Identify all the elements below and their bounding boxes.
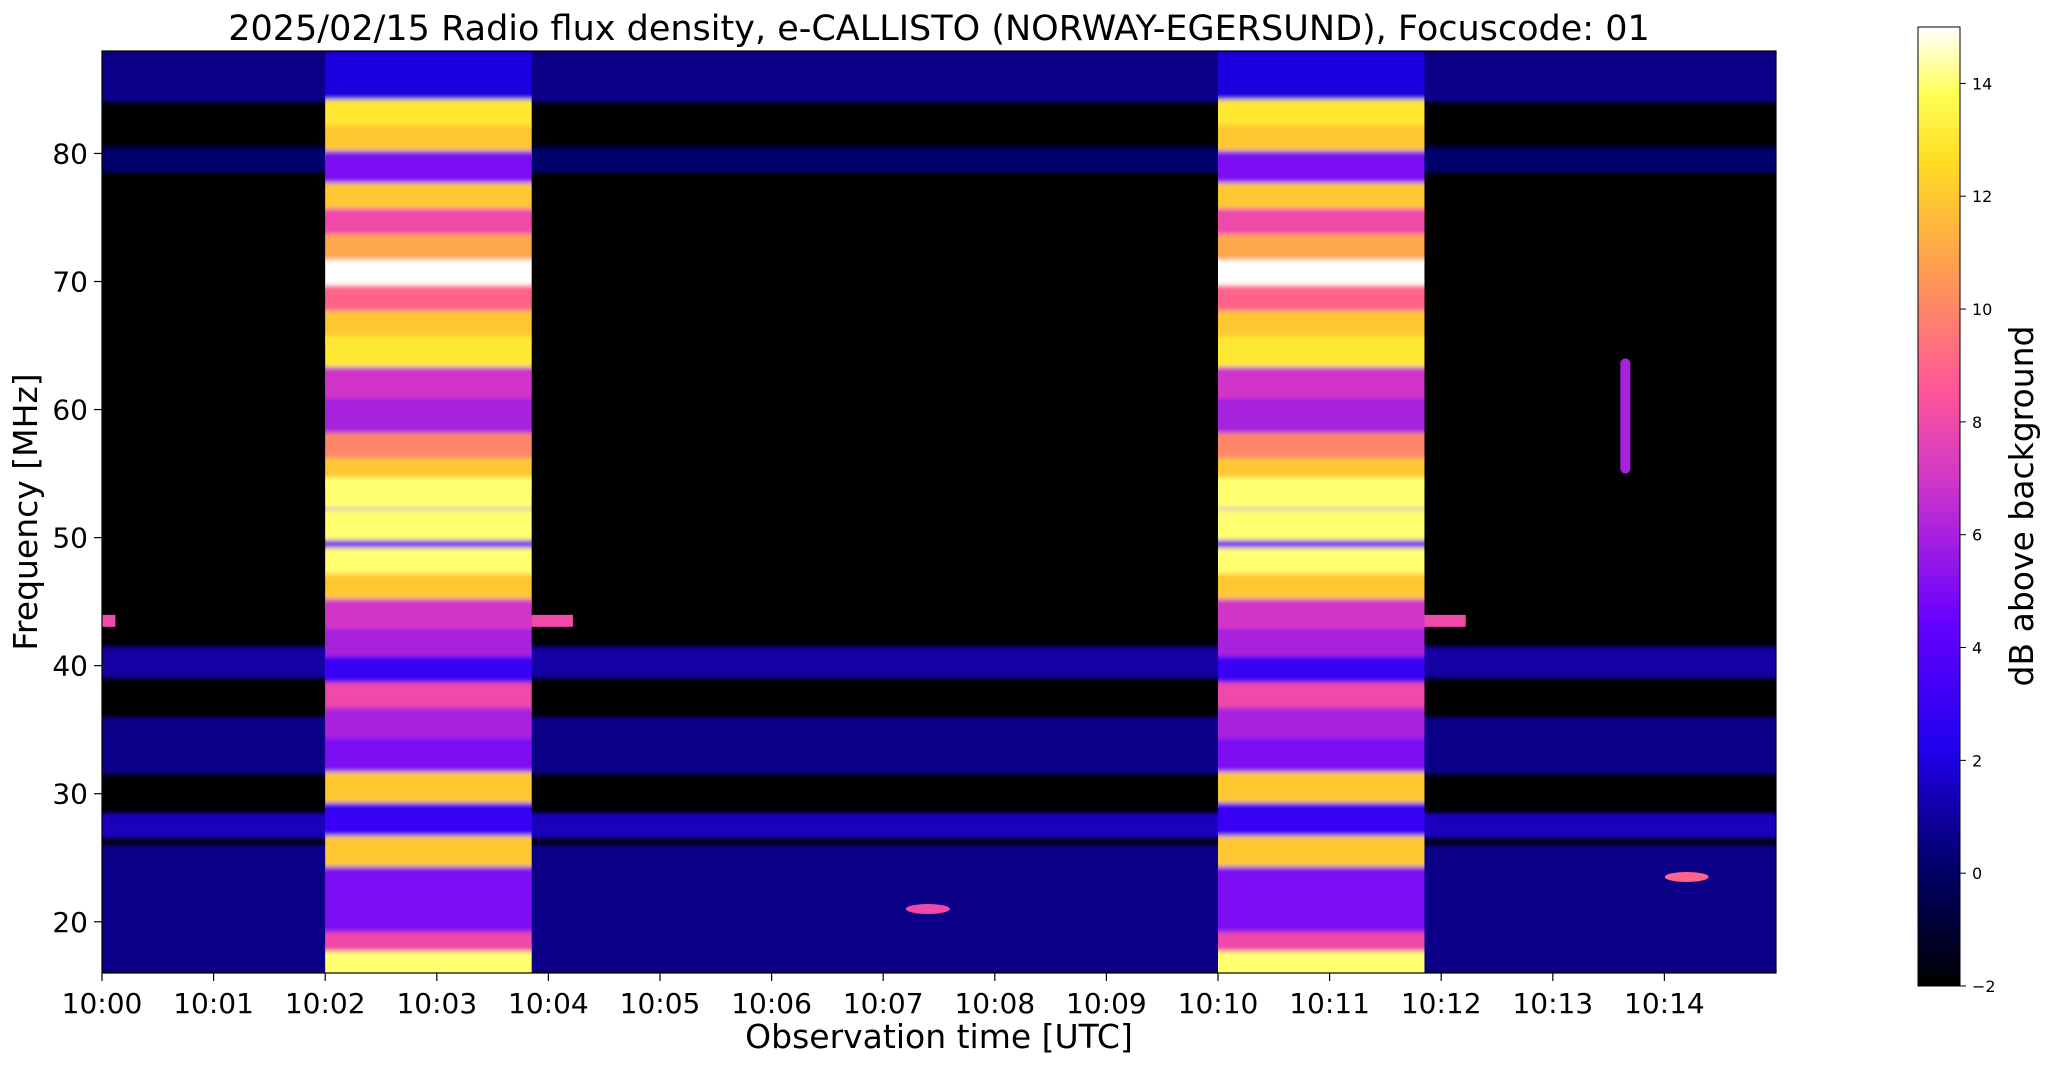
calibration-band — [1218, 900, 1425, 931]
y-axis: 20 30 40 50 60 70 80 — [52, 137, 102, 939]
y-tick-label: 60 — [52, 394, 88, 427]
point-burst — [1664, 871, 1709, 882]
calibration-block — [1218, 51, 1425, 973]
calibration-band — [1218, 803, 1425, 835]
calibration-layer — [325, 51, 1425, 973]
point-burst — [905, 903, 950, 914]
colorbar-tick-label: 14 — [1972, 74, 1992, 93]
calibration-block-top — [1218, 51, 1425, 103]
x-tick-label: 10:10 — [1178, 987, 1259, 1020]
x-tick-label: 10:13 — [1512, 987, 1593, 1020]
horizontal-burst — [102, 614, 116, 627]
x-tick-label: 10:07 — [843, 987, 924, 1020]
y-tick-label: 40 — [52, 650, 88, 683]
calibration-band — [1218, 656, 1425, 688]
x-tick-label: 10:06 — [731, 987, 812, 1020]
calibration-block-top — [325, 51, 532, 103]
calibration-band — [325, 707, 532, 739]
colorbar-tick-label: 12 — [1972, 187, 1992, 206]
calibration-band — [325, 771, 532, 803]
x-tick-label: 10:08 — [954, 987, 1035, 1020]
calibration-band — [1218, 400, 1425, 432]
x-tick-label: 10:11 — [1289, 987, 1370, 1020]
colorbar-tick-label: 0 — [1972, 864, 1982, 883]
calibration-block — [325, 51, 532, 973]
horizontal-burst — [1424, 614, 1466, 627]
calibration-band — [1218, 509, 1425, 541]
x-tick-label: 10:12 — [1401, 987, 1482, 1020]
calibration-band — [325, 867, 532, 899]
colorbar-ticks: −2 0 2 4 6 8 10 12 14 — [1960, 74, 1996, 996]
calibration-band — [325, 656, 532, 688]
chart-title: 2025/02/15 Radio flux density, e-CALLIST… — [228, 9, 1650, 49]
y-tick-label: 70 — [52, 266, 88, 299]
calibration-band — [325, 99, 532, 131]
x-tick-label: 10:04 — [508, 987, 589, 1020]
colorbar-tick-label: 10 — [1972, 300, 1992, 319]
calibration-band — [325, 900, 532, 931]
calibration-band — [1218, 951, 1425, 973]
x-tick-label: 10:14 — [1624, 987, 1705, 1020]
calibration-band — [1218, 150, 1425, 182]
y-tick-label: 20 — [52, 906, 88, 939]
calibration-band — [1218, 477, 1425, 509]
x-axis: 10:00 10:01 10:02 10:03 10:04 10:05 10:06 10:07… — [62, 973, 1705, 1020]
x-tick-label: 10:05 — [620, 987, 701, 1020]
calibration-band — [1218, 599, 1425, 630]
calibration-band — [325, 509, 532, 541]
colorbar-tick-label: 2 — [1972, 751, 1982, 770]
calibration-band — [1218, 835, 1425, 867]
colorbar-tick-label: 8 — [1972, 413, 1982, 432]
colorbar-label: dB above background — [2002, 326, 2041, 687]
colorbar: −2 0 2 4 6 8 10 12 14 dB above background — [1917, 26, 2041, 996]
calibration-band — [1218, 707, 1425, 739]
calibration-band — [1218, 99, 1425, 131]
calibration-band — [325, 803, 532, 835]
y-tick-label: 30 — [52, 778, 88, 811]
y-tick-label: 50 — [52, 522, 88, 555]
x-tick-label: 10:09 — [1066, 987, 1147, 1020]
calibration-band — [325, 400, 532, 432]
calibration-band — [325, 951, 532, 973]
plot-area — [102, 51, 1776, 973]
calibration-band — [1218, 739, 1425, 771]
colorbar-tick-label: −2 — [1972, 977, 1996, 996]
x-axis-label: Observation time [UTC] — [745, 1017, 1133, 1056]
calibration-band — [325, 599, 532, 630]
calibration-band — [325, 739, 532, 771]
y-axis-label: Frequency [MHz] — [6, 373, 45, 650]
calibration-band — [1218, 867, 1425, 899]
colorbar-tick-label: 4 — [1972, 639, 1982, 658]
x-tick-label: 10:02 — [285, 987, 366, 1020]
vertical-burst — [1620, 358, 1631, 474]
calibration-band — [325, 477, 532, 509]
horizontal-burst — [531, 614, 573, 627]
colorbar-gradient — [1917, 26, 1961, 987]
calibration-band — [325, 336, 532, 368]
calibration-band — [325, 150, 532, 182]
colorbar-tick-label: 6 — [1972, 526, 1982, 545]
calibration-band — [325, 835, 532, 867]
burst-features-layer — [102, 358, 1709, 914]
calibration-band — [1218, 368, 1425, 400]
plot-frame — [101, 50, 1777, 974]
calibration-band — [1218, 336, 1425, 368]
y-tick-label: 80 — [52, 137, 88, 170]
calibration-band — [1218, 771, 1425, 803]
calibration-band — [325, 368, 532, 400]
x-tick-label: 10:03 — [396, 987, 477, 1020]
x-tick-label: 10:00 — [62, 987, 143, 1020]
x-tick-label: 10:01 — [173, 987, 254, 1020]
